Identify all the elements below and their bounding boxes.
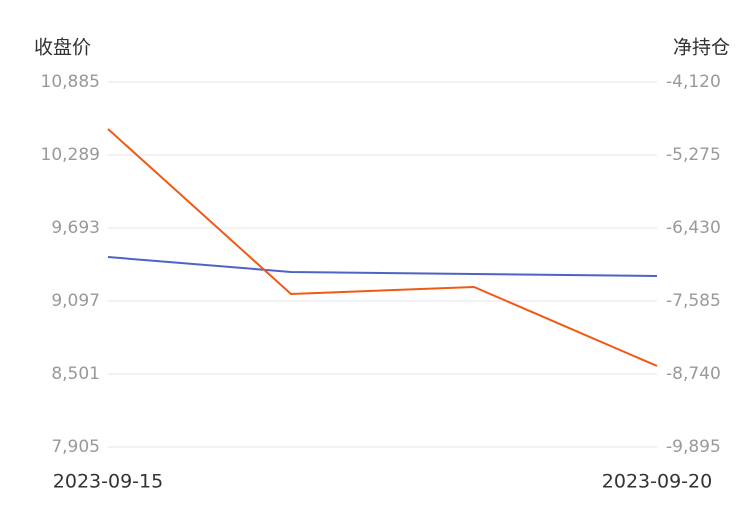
y-tick-label: 8,501 [51,364,100,384]
y2-tick-label: -9,895 [666,437,721,457]
y-axis-title: 收盘价 [34,37,91,59]
y2-tick-label: -8,740 [666,364,721,384]
y-tick-label: 10,885 [41,72,100,92]
y-tick-label: 7,905 [51,437,100,457]
x-tick-label: 2023-09-20 [602,471,712,493]
line-series [107,128,658,367]
y2-axis-title: 净持仓 [673,37,730,59]
y-tick-label: 9,693 [51,218,100,238]
y-tick-label: 9,097 [51,291,100,311]
y2-tick-label: -6,430 [666,218,721,238]
x-tick-label: 2023-09-15 [53,471,163,493]
y-tick-label: 10,289 [41,145,100,165]
line-series [107,256,658,278]
y2-tick-label: -7,585 [666,291,721,311]
y2-tick-label: -4,120 [666,72,721,92]
y2-tick-label: -5,275 [666,145,721,165]
